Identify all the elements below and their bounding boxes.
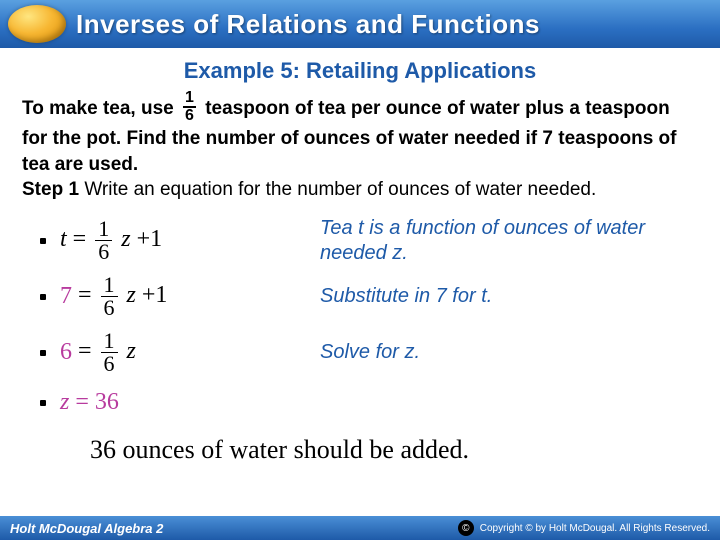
eq2-frac-n: 1 (101, 274, 118, 297)
explain-1: Tea t is a function of ounces of water n… (320, 216, 710, 266)
equation-row: 7 = 16 z +1 Substitute in 7 for t. (40, 269, 710, 325)
header-orb-icon (8, 5, 66, 43)
page-title: Inverses of Relations and Functions (76, 9, 540, 40)
equation-row: t = 16 z +1 Tea t is a function of ounce… (40, 213, 710, 269)
footer-copyright-text: Copyright © by Holt McDougal. All Rights… (480, 523, 710, 534)
eq2-lhs: 7 (60, 283, 72, 310)
header-bar: Inverses of Relations and Functions (0, 0, 720, 48)
fraction-denominator: 6 (183, 108, 196, 124)
eq1-lhs: t (60, 226, 67, 252)
conclusion-text: 36 ounces of water should be added. (0, 425, 720, 465)
eq2-frac-d: 6 (101, 297, 118, 319)
equation-2: 7 = 16 z +1 (40, 274, 320, 319)
equation-steps: t = 16 z +1 Tea t is a function of ounce… (0, 207, 720, 425)
equation-row: 6 = 16 z Solve for z. (40, 325, 710, 381)
eq3-frac-d: 6 (101, 353, 118, 375)
eq1-frac-d: 6 (95, 241, 112, 263)
eq3-frac-n: 1 (101, 330, 118, 353)
problem-line1-post: teaspoon of tea per ounce of water plus … (205, 98, 580, 119)
copyright-icon: © (458, 520, 474, 536)
bullet-icon (40, 350, 46, 356)
equation-row: z = 36 (40, 381, 710, 425)
bullet-icon (40, 238, 46, 244)
bullet-icon (40, 400, 46, 406)
fraction-one-sixth: 1 6 (183, 90, 196, 124)
footer-book-title: Holt McDougal Algebra 2 (10, 521, 163, 536)
footer-bar: Holt McDougal Algebra 2 © Copyright © by… (0, 516, 720, 540)
eq3-lhs: 6 (60, 339, 72, 366)
eq3-equals: = (78, 338, 92, 364)
explain-2: Substitute in 7 for t. (320, 284, 512, 309)
equation-1: t = 16 z +1 (40, 218, 320, 263)
example-subtitle: Example 5: Retailing Applications (0, 58, 720, 84)
eq1-equals: = (73, 226, 87, 252)
step-label: Step 1 (22, 179, 79, 200)
eq2-equals: = (78, 282, 92, 308)
fraction-numerator: 1 (183, 90, 196, 108)
bullet-icon (40, 294, 46, 300)
problem-line1-pre: To make tea, use (22, 98, 174, 119)
eq1-frac-n: 1 (95, 218, 112, 241)
equation-3: 6 = 16 z (40, 330, 320, 375)
equation-result: z = 36 (40, 389, 320, 416)
step-text: Write an equation for the number of ounc… (84, 179, 596, 200)
problem-statement: To make tea, use 1 6 teaspoon of tea per… (0, 84, 720, 207)
footer-copyright: © Copyright © by Holt McDougal. All Righ… (458, 520, 710, 536)
explain-3: Solve for z. (320, 340, 440, 365)
